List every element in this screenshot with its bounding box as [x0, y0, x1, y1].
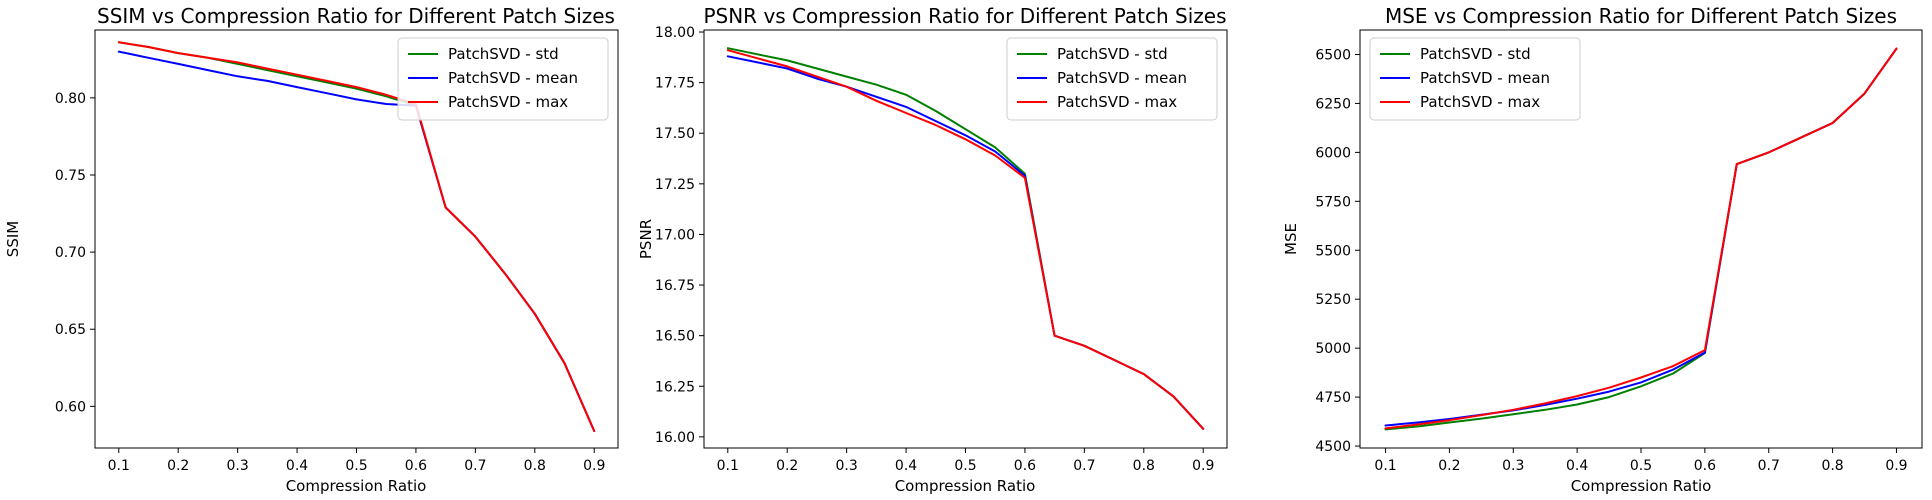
x-tick-label: 0.3 [1502, 458, 1524, 474]
y-tick-label: 0.60 [55, 399, 86, 415]
legend: PatchSVD - std PatchSVD - mean PatchSVD - … [397, 37, 609, 121]
y-tick-label: 6250 [1315, 96, 1351, 112]
x-tick-label: 0.1 [1374, 458, 1396, 474]
x-tick-label: 0.9 [583, 458, 605, 474]
x-tick-label: 0.2 [167, 458, 189, 474]
y-tick-label: 18.00 [655, 25, 695, 41]
y-axis-label: MSE [1282, 223, 1300, 255]
x-tick-label: 0.6 [1694, 458, 1716, 474]
y-tick-label: 17.75 [655, 76, 695, 92]
x-tick-label: 0.7 [464, 458, 486, 474]
x-tick-label: 0.4 [286, 458, 308, 474]
legend: PatchSVD - std PatchSVD - mean PatchSVD - … [1369, 37, 1581, 121]
x-tick-label: 0.1 [108, 458, 130, 474]
legend-label: PatchSVD - std [1420, 45, 1531, 63]
x-tick-label: 0.5 [345, 458, 367, 474]
x-tick-label: 0.3 [836, 458, 858, 474]
x-tick-label: 0.7 [1758, 458, 1780, 474]
y-tick-label: 6000 [1315, 145, 1351, 161]
x-tick-label: 0.6 [405, 458, 427, 474]
legend-label: PatchSVD - max [1420, 93, 1540, 111]
legend-label: PatchSVD - mean [1420, 69, 1550, 87]
x-tick-label: 0.8 [1821, 458, 1843, 474]
y-tick-label: 17.00 [655, 227, 695, 243]
y-tick-label: 17.50 [655, 126, 695, 142]
y-axis-label: SSIM [4, 221, 22, 257]
y-tick-label: 16.50 [655, 329, 695, 345]
x-tick-label: 0.6 [1014, 458, 1036, 474]
y-tick-label: 5000 [1315, 341, 1351, 357]
series-group [726, 47, 1205, 430]
legend-box [397, 37, 609, 121]
y-tick-label: 16.00 [655, 430, 695, 446]
legend: PatchSVD - std PatchSVD - mean PatchSVD - … [1006, 37, 1218, 121]
y-tick-label: 6500 [1315, 47, 1351, 63]
legend-label: PatchSVD - max [1057, 93, 1177, 111]
chart-title: SSIM vs Compression Ratio for Different … [97, 4, 615, 28]
x-tick-label: 0.3 [227, 458, 249, 474]
ticks-group: 0.1 0.2 0.3 0.4 0.5 0.6 0.7 0.8 0.9 4500 4750 5000 5… [1315, 47, 1907, 474]
series-line-patchsvd-max [726, 49, 1205, 430]
x-tick-label: 0.1 [717, 458, 739, 474]
x-tick-label: 0.7 [1073, 458, 1095, 474]
x-tick-label: 0.5 [954, 458, 976, 474]
x-tick-label: 0.4 [1566, 458, 1588, 474]
y-tick-label: 0.75 [55, 168, 86, 184]
x-tick-label: 0.9 [1885, 458, 1907, 474]
y-tick-label: 16.75 [655, 278, 695, 294]
legend-label: PatchSVD - mean [1057, 69, 1187, 87]
x-tick-label: 0.5 [1630, 458, 1652, 474]
x-axis-label: Compression Ratio [286, 477, 427, 495]
x-tick-label: 0.8 [1133, 458, 1155, 474]
x-tick-label: 0.9 [1192, 458, 1214, 474]
x-axis-label: Compression Ratio [895, 477, 1036, 495]
series-group [1384, 47, 1898, 431]
y-tick-label: 0.70 [55, 245, 86, 261]
x-tick-label: 0.2 [1438, 458, 1460, 474]
y-tick-label: 4750 [1315, 390, 1351, 406]
y-tick-label: 5500 [1315, 243, 1351, 259]
y-tick-label: 16.25 [655, 379, 695, 395]
legend-label: PatchSVD - std [448, 45, 559, 63]
series-line-patchsvd-max [1384, 47, 1898, 430]
y-axis-label: PSNR [637, 219, 655, 259]
chart-title: PSNR vs Compression Ratio for Different … [703, 4, 1226, 28]
series-line-patchsvd-max [117, 41, 596, 432]
legend-label: PatchSVD - max [448, 93, 568, 111]
series-group [117, 41, 596, 432]
y-tick-label: 4500 [1315, 439, 1351, 455]
chart-title: MSE vs Compression Ratio for Different P… [1385, 4, 1897, 28]
legend-box [1006, 37, 1218, 121]
x-axis-label: Compression Ratio [1571, 477, 1712, 495]
psnr-chart: PSNR vs Compression Ratio for Different … [637, 4, 1228, 495]
x-tick-label: 0.8 [524, 458, 546, 474]
x-tick-label: 0.4 [895, 458, 917, 474]
ssim-chart: SSIM vs Compression Ratio for Different … [4, 4, 619, 495]
y-tick-label: 0.80 [55, 91, 86, 107]
legend-label: PatchSVD - mean [448, 69, 578, 87]
y-tick-label: 17.25 [655, 177, 695, 193]
y-tick-label: 5250 [1315, 292, 1351, 308]
legend-label: PatchSVD - std [1057, 45, 1168, 63]
ticks-group: 0.1 0.2 0.3 0.4 0.5 0.6 0.7 0.8 0.9 16.00 16.25 16.… [655, 25, 1214, 474]
legend-box [1369, 37, 1581, 121]
y-tick-label: 5750 [1315, 194, 1351, 210]
y-tick-label: 0.65 [55, 322, 86, 338]
ticks-group: 0.1 0.2 0.3 0.4 0.5 0.6 0.7 0.8 0.9 0.60 0.65 0.70 0… [55, 91, 606, 474]
mse-chart: MSE vs Compression Ratio for Different P… [1282, 4, 1923, 495]
x-tick-label: 0.2 [776, 458, 798, 474]
